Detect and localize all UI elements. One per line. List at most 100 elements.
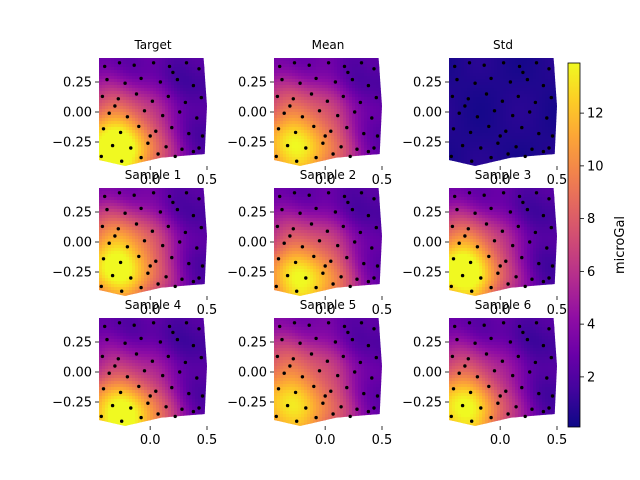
heatmap-cell <box>153 103 157 107</box>
heatmap-cell <box>126 266 130 270</box>
heatmap-cell <box>159 248 163 252</box>
heatmap-cell <box>129 233 133 237</box>
heatmap-cell <box>346 100 350 104</box>
heatmap-cell <box>349 103 353 107</box>
heatmap-cell <box>361 139 365 143</box>
heatmap-cell <box>349 127 353 131</box>
heatmap-cell <box>536 73 540 77</box>
heatmap-cell <box>470 70 474 74</box>
heatmap-cell <box>379 157 382 161</box>
heatmap-cell <box>521 163 525 166</box>
heatmap-cell <box>503 136 507 140</box>
heatmap-cell <box>331 115 335 119</box>
heatmap-cell <box>358 103 362 107</box>
heatmap-cell <box>473 97 477 101</box>
heatmap-cell <box>171 239 175 243</box>
heatmap-cell <box>491 130 495 134</box>
heatmap-cell <box>177 94 181 98</box>
heatmap-cell <box>162 82 166 86</box>
heatmap-cell <box>280 94 284 98</box>
heatmap-cell <box>135 82 139 86</box>
heatmap-cell <box>132 263 136 267</box>
heatmap-cell <box>295 139 299 143</box>
heatmap-cell <box>201 103 205 107</box>
heatmap-cell <box>156 58 160 62</box>
heatmap-cell <box>361 82 365 86</box>
heatmap-cell <box>189 73 193 77</box>
heatmap-cell <box>162 233 166 237</box>
heatmap-cell <box>102 242 106 246</box>
heatmap-cell <box>280 157 284 161</box>
heatmap-cell <box>370 160 374 164</box>
heatmap-cell <box>171 266 175 270</box>
heatmap-cell <box>144 121 148 125</box>
heatmap-cell <box>144 197 148 201</box>
heatmap-cell <box>373 112 377 116</box>
heatmap-cell <box>141 203 145 207</box>
heatmap-cell <box>497 139 501 143</box>
heatmap-cell <box>289 127 293 131</box>
heatmap-cell <box>171 136 175 140</box>
heatmap-cell <box>361 145 365 149</box>
heatmap-cell <box>512 148 516 152</box>
heatmap-cell <box>548 88 552 92</box>
heatmap-cell <box>147 248 151 252</box>
heatmap-cell <box>108 61 112 65</box>
heatmap-cell <box>494 85 498 89</box>
heatmap-cell <box>301 136 305 140</box>
heatmap-cell <box>515 79 519 83</box>
heatmap-cell <box>310 100 314 104</box>
heatmap-cell <box>159 76 163 80</box>
heatmap-cell <box>449 121 453 125</box>
heatmap-cell <box>135 266 139 270</box>
heatmap-cell <box>482 142 486 146</box>
heatmap-cell <box>114 127 118 131</box>
heatmap-cell <box>548 103 552 107</box>
observation-point <box>150 99 155 103</box>
heatmap-cell <box>144 124 148 128</box>
heatmap-cell <box>180 136 184 140</box>
heatmap-cell <box>506 103 510 107</box>
heatmap-cell <box>539 151 543 155</box>
heatmap-cell <box>548 124 552 128</box>
heatmap-cell <box>352 145 356 149</box>
heatmap-cell <box>117 109 121 113</box>
heatmap-cell <box>506 58 510 62</box>
heatmap-cell <box>156 194 160 198</box>
heatmap-cell <box>370 145 374 149</box>
heatmap-cell <box>141 209 145 213</box>
observation-point <box>139 76 143 81</box>
heatmap-cell <box>355 130 359 134</box>
heatmap-cell <box>174 79 178 83</box>
heatmap-cell <box>171 142 175 146</box>
heatmap-cell <box>138 269 142 273</box>
heatmap-cell <box>346 61 350 65</box>
heatmap-cell <box>509 88 513 92</box>
observation-point <box>148 134 152 138</box>
heatmap-cell <box>141 139 145 143</box>
heatmap-cell <box>476 67 480 71</box>
heatmap-cell <box>530 133 534 137</box>
heatmap-cell <box>376 64 380 68</box>
heatmap-cell <box>485 100 489 104</box>
heatmap-cell <box>319 157 323 161</box>
heatmap-cell <box>195 70 199 74</box>
heatmap-cell <box>277 85 281 89</box>
heatmap-cell <box>177 118 181 122</box>
heatmap-cell <box>147 85 151 89</box>
heatmap-cell <box>458 163 462 166</box>
heatmap-cell <box>346 91 350 95</box>
heatmap-cell <box>141 275 145 279</box>
heatmap-cell <box>117 118 121 122</box>
heatmap-cell <box>174 145 178 149</box>
heatmap-cell <box>506 85 510 89</box>
heatmap-cell <box>108 139 112 143</box>
heatmap-cell <box>111 293 115 296</box>
heatmap-cell <box>138 145 142 149</box>
heatmap-cell <box>159 206 163 210</box>
heatmap-cell <box>358 160 362 164</box>
heatmap-cell <box>174 133 178 137</box>
heatmap-cell <box>117 58 121 62</box>
heatmap-cell <box>132 91 136 95</box>
heatmap-cell <box>280 106 284 110</box>
